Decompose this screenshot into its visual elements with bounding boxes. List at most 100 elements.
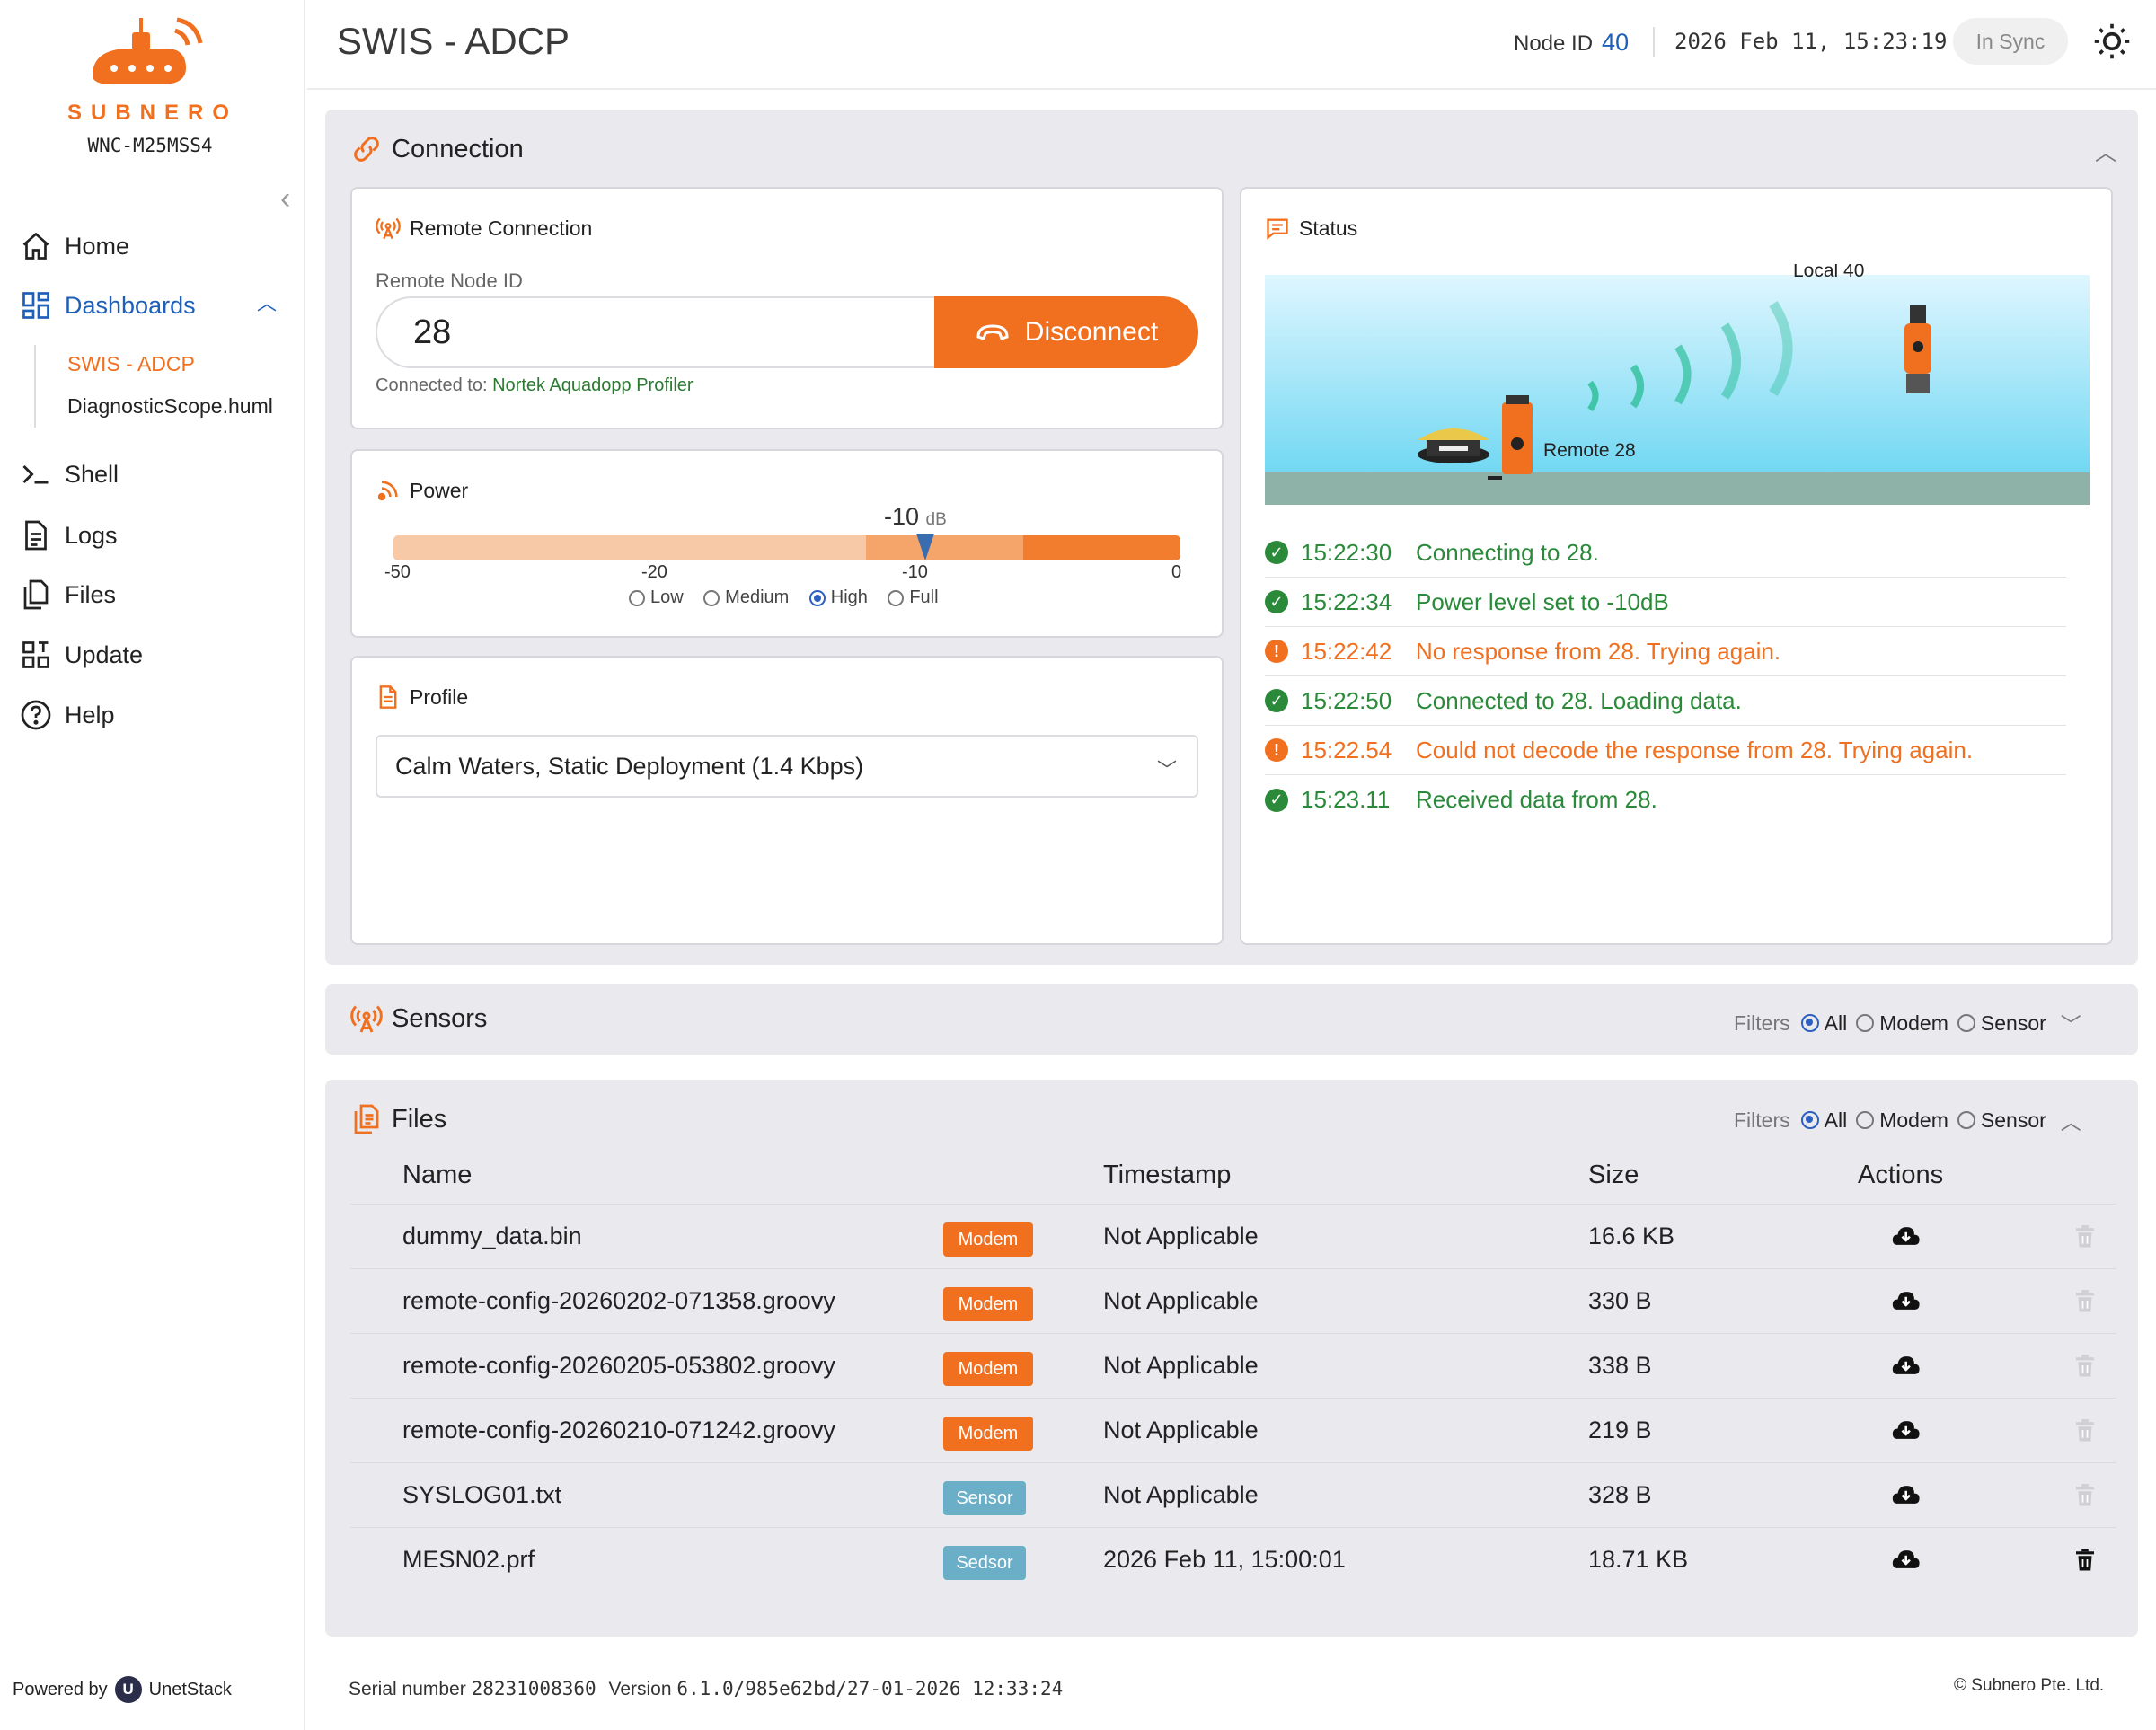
phone-hangup-icon bbox=[976, 324, 1009, 340]
chevron-down-icon: ﹀ bbox=[1156, 759, 1177, 781]
nav-update[interactable]: Update bbox=[20, 639, 143, 671]
status-event-row: ✓ 15:22:34 Power level set to -10dB bbox=[1265, 578, 2066, 627]
download-icon[interactable] bbox=[1890, 1221, 1921, 1251]
sub-item-diagnosticscope[interactable]: DiagnosticScope.huml bbox=[67, 394, 273, 418]
delete-icon[interactable] bbox=[2072, 1544, 2099, 1575]
sensors-filter-all[interactable]: All bbox=[1800, 1011, 1847, 1036]
download-icon[interactable] bbox=[1890, 1350, 1921, 1381]
theme-toggle-sun-icon[interactable] bbox=[2092, 22, 2132, 61]
profile-selected-value: Calm Waters, Static Deployment (1.4 Kbps… bbox=[395, 752, 864, 780]
download-icon[interactable] bbox=[1890, 1544, 1921, 1575]
sensors-filter-modem[interactable]: Modem bbox=[1856, 1011, 1948, 1036]
check-circle-icon: ✓ bbox=[1265, 689, 1288, 712]
delete-icon[interactable] bbox=[2072, 1415, 2099, 1445]
nav-update-label: Update bbox=[65, 640, 144, 668]
files-filter-modem-label: Modem bbox=[1879, 1108, 1948, 1132]
power-value-display: -10 dB bbox=[884, 503, 947, 531]
submarine-logo-icon bbox=[93, 17, 203, 84]
profile-document-icon bbox=[379, 685, 397, 709]
remote-connection-card: Remote Connection Remote Node ID 28 Disc… bbox=[350, 187, 1224, 429]
chevron-up-icon[interactable]: ︿ bbox=[257, 292, 278, 314]
power-slider-track[interactable] bbox=[393, 535, 1180, 560]
profile-select[interactable]: Calm Waters, Static Deployment (1.4 Kbps… bbox=[376, 735, 1198, 798]
power-card: Power -10 dB -50 -20 -10 0 Low Medium Hi… bbox=[350, 449, 1224, 638]
column-header-name[interactable]: Name bbox=[402, 1161, 473, 1189]
power-radio-low[interactable]: Low bbox=[629, 587, 684, 608]
power-slider-thumb[interactable] bbox=[916, 534, 934, 560]
table-row: SYSLOG01.txt Sensor Not Applicable 328 B bbox=[350, 1462, 2116, 1527]
sensors-filter-modem-label: Modem bbox=[1879, 1011, 1948, 1035]
power-radio-high[interactable]: High bbox=[808, 587, 868, 608]
submenu-line bbox=[34, 345, 36, 428]
power-value: -10 bbox=[884, 503, 920, 530]
unetstack-logo-icon: U bbox=[114, 1676, 142, 1703]
brand-name: SUBNERO bbox=[66, 101, 238, 125]
remote-node-id-input[interactable]: 28 bbox=[376, 296, 934, 368]
message-icon bbox=[1267, 218, 1288, 240]
nav-shell[interactable]: Shell bbox=[20, 458, 119, 490]
antenna-icon bbox=[376, 217, 401, 240]
delete-icon[interactable] bbox=[2072, 1221, 2099, 1251]
status-event-row: ! 15:22.54 Could not decode the response f… bbox=[1265, 726, 2066, 775]
power-radio-medium[interactable]: Medium bbox=[703, 587, 789, 608]
column-header-timestamp[interactable]: Timestamp bbox=[1103, 1161, 1232, 1189]
disconnect-button[interactable]: Disconnect bbox=[934, 296, 1198, 368]
nav-logs[interactable]: Logs bbox=[20, 519, 118, 552]
files-filter-all[interactable]: All bbox=[1800, 1108, 1848, 1133]
files-filter-modem[interactable]: Modem bbox=[1856, 1108, 1948, 1133]
power-radio-full[interactable]: Full bbox=[888, 587, 939, 608]
collapse-sidebar-icon[interactable]: ‹ bbox=[280, 181, 291, 216]
status-title-text: Status bbox=[1299, 216, 1358, 240]
table-row: remote-config-20260210-071242.groovy Mode… bbox=[350, 1398, 2116, 1462]
column-header-size[interactable]: Size bbox=[1588, 1161, 1639, 1189]
files-filter-all-label: All bbox=[1824, 1108, 1848, 1132]
remote-node-id-label: Remote Node ID bbox=[376, 269, 523, 292]
delete-icon[interactable] bbox=[2072, 1285, 2099, 1316]
table-row: dummy_data.bin Modem Not Applicable 16.6 KB bbox=[350, 1204, 2116, 1268]
node-id-label: Node ID bbox=[1514, 31, 1594, 56]
collapse-files-chevron-icon[interactable]: ︿ bbox=[2060, 1110, 2081, 1134]
expand-sensors-chevron-icon[interactable]: ﹀ bbox=[2060, 1013, 2081, 1037]
page-title: SWIS - ADCP bbox=[337, 20, 570, 62]
nav-dashboards[interactable]: Dashboards ︿ bbox=[20, 289, 277, 322]
delete-icon[interactable] bbox=[2072, 1479, 2099, 1510]
file-size: 219 B bbox=[1588, 1417, 1652, 1443]
files-header[interactable]: Files bbox=[350, 1103, 446, 1135]
serial-number: 28231008360 bbox=[471, 1678, 596, 1699]
delete-icon[interactable] bbox=[2072, 1350, 2099, 1381]
sensors-header[interactable]: Sensors bbox=[350, 1002, 487, 1035]
files-title: Files bbox=[392, 1104, 447, 1134]
download-icon[interactable] bbox=[1890, 1415, 1921, 1445]
files-document-icon bbox=[354, 1104, 379, 1134]
files-filter-sensor[interactable]: Sensor bbox=[1957, 1108, 2046, 1133]
sensors-panel: Sensors Filters All Modem Sensor ﹀ bbox=[325, 984, 2138, 1055]
nav-help-label: Help bbox=[65, 701, 115, 728]
profile-title-text: Profile bbox=[410, 684, 469, 709]
sensors-filters: Filters All Modem Sensor ﹀ bbox=[1734, 1008, 2081, 1038]
version-label: Version bbox=[608, 1679, 672, 1699]
status-card: Status bbox=[1240, 187, 2113, 945]
nav-help[interactable]: Help bbox=[20, 699, 115, 731]
file-name: remote-config-20260205-053802.groovy bbox=[402, 1352, 835, 1379]
power-radio-low-label: Low bbox=[650, 587, 684, 607]
file-type-badge: Modem bbox=[943, 1222, 1033, 1257]
sensors-filter-sensor[interactable]: Sensor bbox=[1957, 1011, 2046, 1036]
sub-item-swis-adcp[interactable]: SWIS - ADCP bbox=[67, 352, 195, 375]
nav-home[interactable]: Home bbox=[20, 230, 129, 262]
connected-to-text: Connected to: Nortek Aquadopp Profiler bbox=[376, 375, 694, 396]
nav-logs-label: Logs bbox=[65, 521, 118, 549]
sensors-title: Sensors bbox=[392, 1003, 488, 1033]
files-filters-label: Filters bbox=[1734, 1108, 1790, 1132]
collapse-connection-chevron-icon[interactable]: ︿ bbox=[2095, 141, 2116, 165]
sensors-filters-label: Filters bbox=[1734, 1011, 1790, 1035]
download-icon[interactable] bbox=[1890, 1479, 1921, 1510]
connection-panel: Connection ︿ Remote Connection Remote No… bbox=[325, 110, 2138, 965]
file-name: MESN02.prf bbox=[402, 1546, 535, 1573]
status-event-text: Power level set to -10dB bbox=[1416, 587, 1669, 615]
download-icon[interactable] bbox=[1890, 1285, 1921, 1316]
column-header-actions: Actions bbox=[1858, 1161, 1944, 1189]
node-id: Node ID 40 bbox=[1514, 29, 1629, 57]
nav-files[interactable]: Files bbox=[20, 578, 116, 611]
file-timestamp: 2026 Feb 11, 15:00:01 bbox=[1103, 1546, 1346, 1573]
connection-header[interactable]: Connection bbox=[350, 133, 524, 165]
